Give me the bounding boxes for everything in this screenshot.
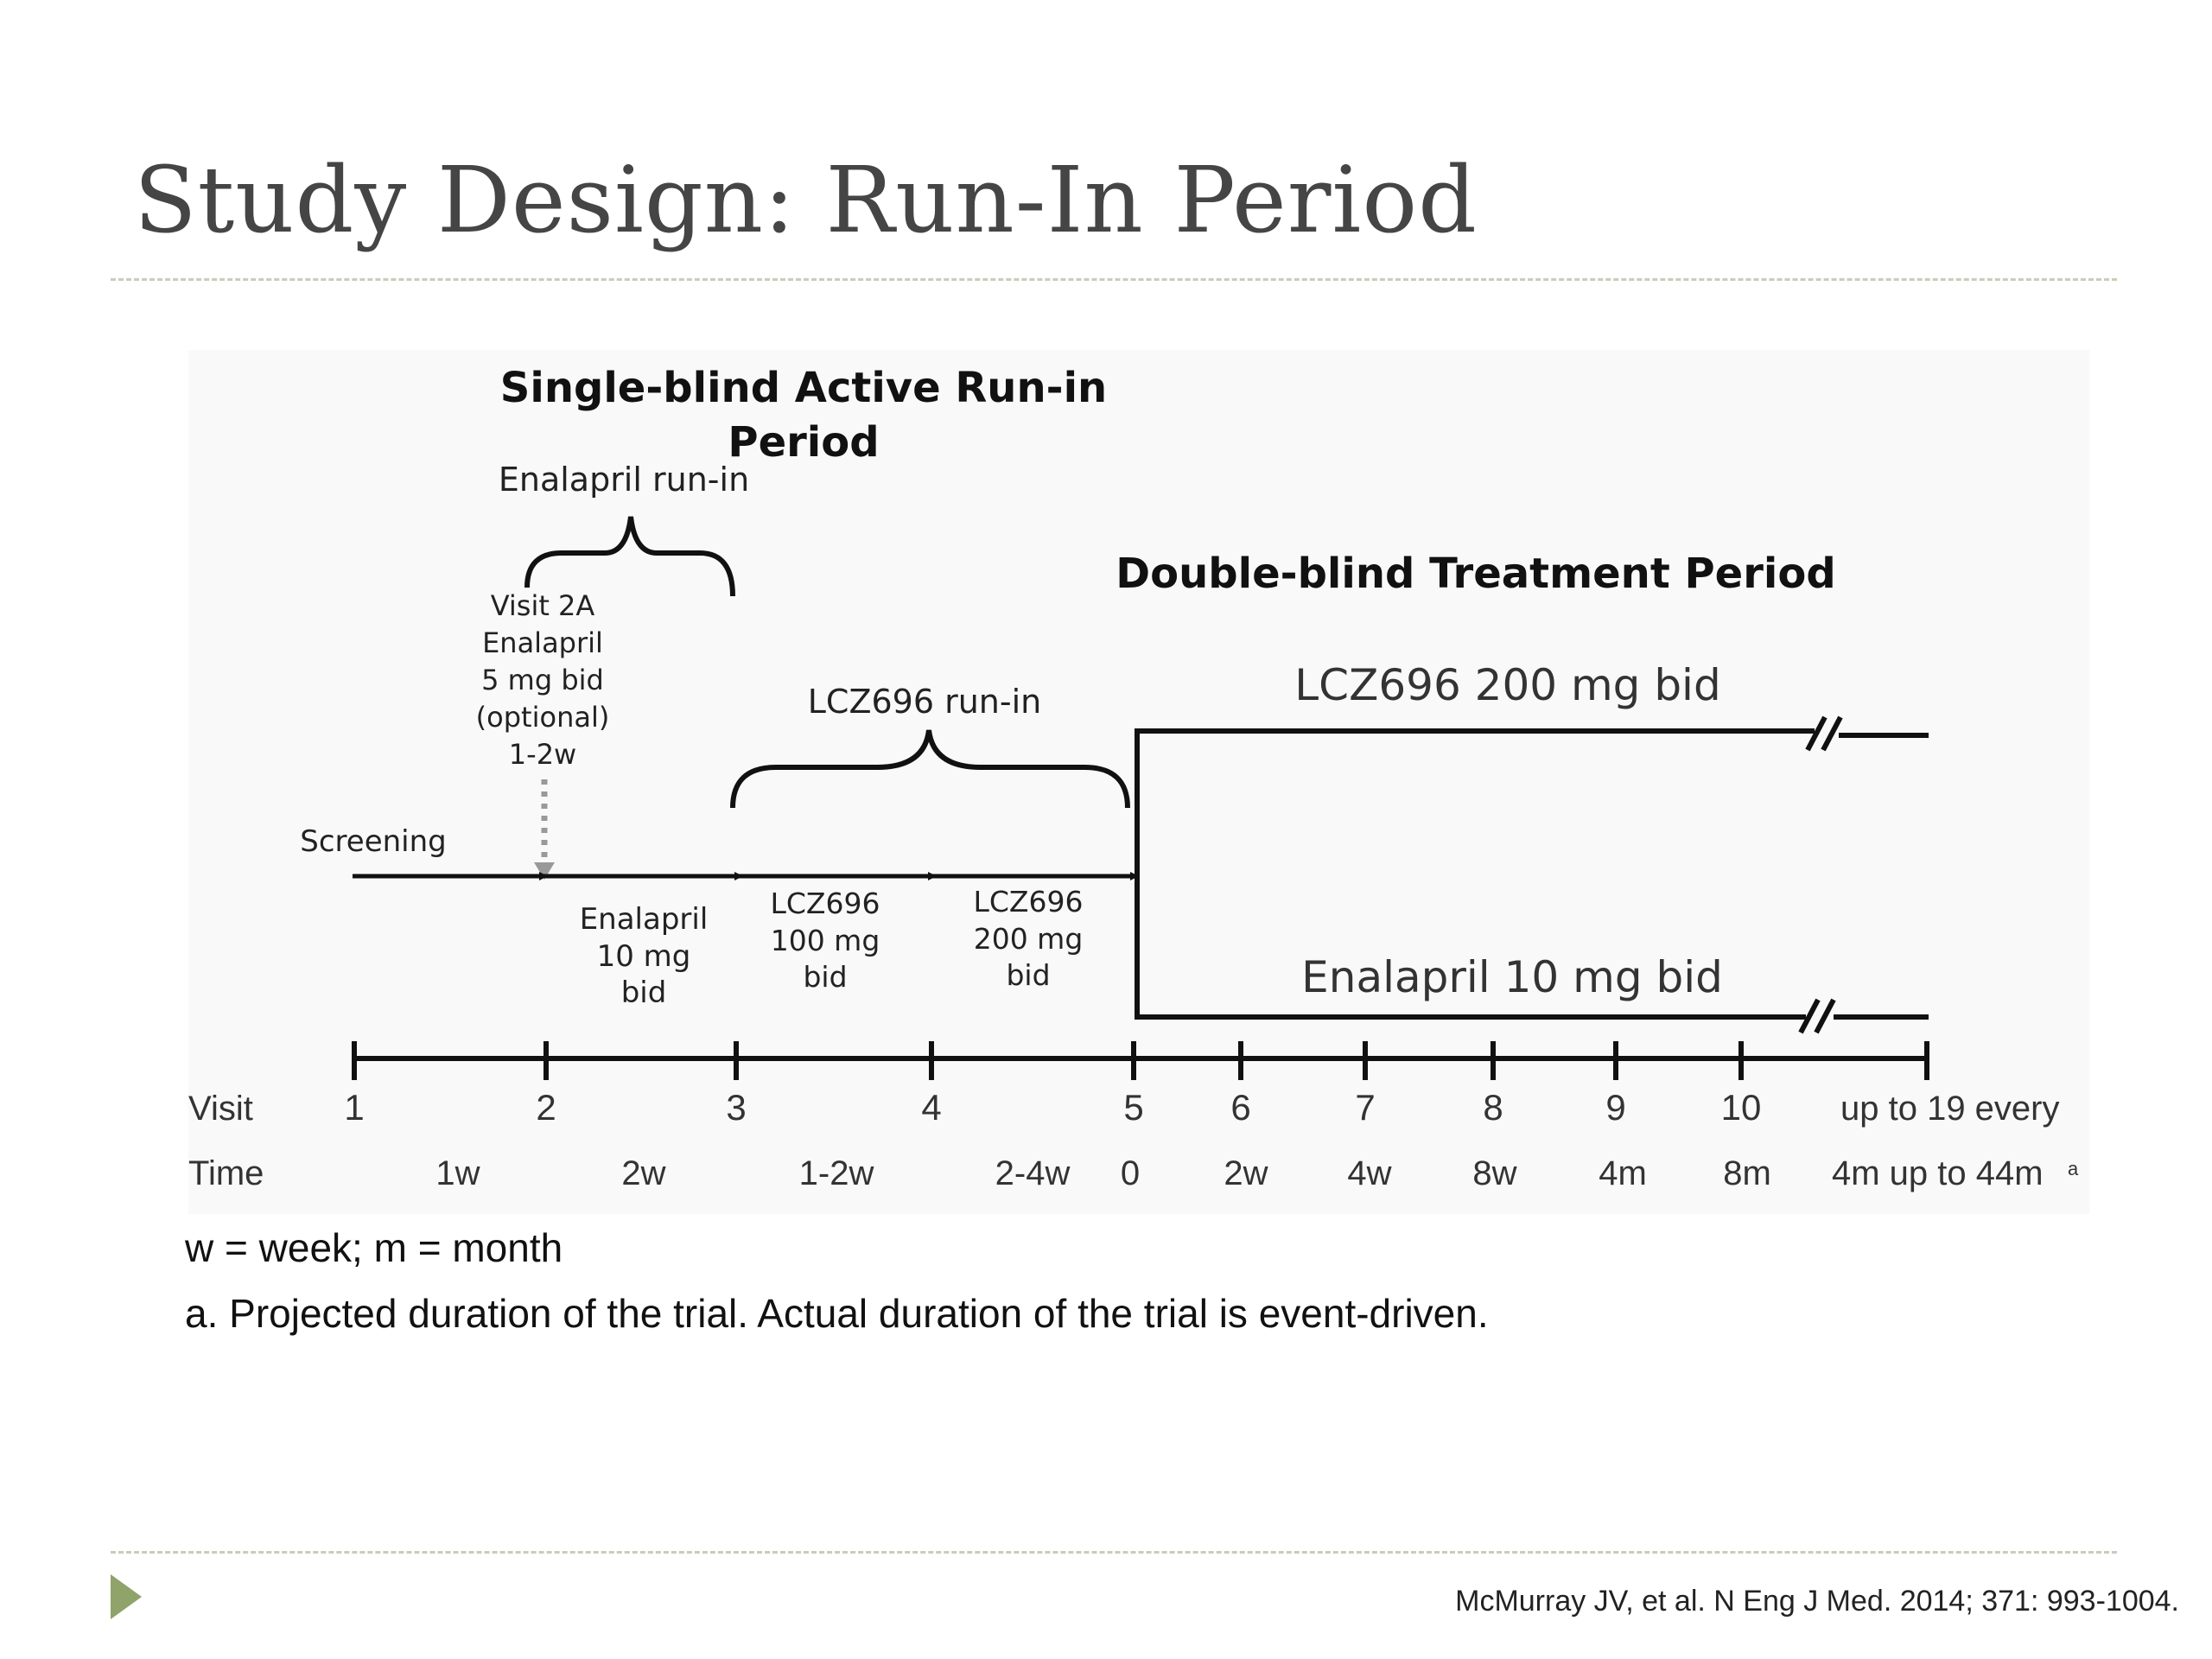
phase-enalapril10-line2: 10 mg bbox=[597, 939, 691, 974]
time-1-2w: 1-2w bbox=[799, 1154, 874, 1192]
visit-7: 7 bbox=[1355, 1087, 1375, 1128]
phase-enalapril10-line3: bid bbox=[621, 976, 667, 1010]
phase-lcz200-line2: 200 mg bbox=[974, 922, 1084, 956]
time-footnote-mark: a bbox=[2068, 1158, 2079, 1179]
enalapril-runin-brace bbox=[524, 516, 735, 597]
lcz-arm-break-2 bbox=[1821, 715, 1843, 752]
time-8w: 8w bbox=[1472, 1154, 1516, 1192]
visit-up-to-19: up to 19 every bbox=[1840, 1090, 2060, 1128]
lcz-arm-label: LCZ696 200 mg bid bbox=[1294, 660, 1720, 710]
lcz-arm-break-1 bbox=[1805, 715, 1827, 752]
phase-lcz100-line1: LCZ696 bbox=[770, 887, 880, 920]
visit-6: 6 bbox=[1230, 1087, 1250, 1128]
lcz-runin-brace bbox=[730, 729, 1130, 809]
visit-8: 8 bbox=[1483, 1087, 1503, 1128]
visit2a-line1: Visit 2A bbox=[491, 589, 595, 622]
lcz-runin-label: LCZ696 run-in bbox=[808, 683, 1042, 721]
time-1w: 1w bbox=[435, 1154, 480, 1192]
duration-footnote: a. Projected duration of the trial. Actu… bbox=[185, 1291, 1489, 1336]
visit2a-line3: 5 mg bid bbox=[481, 664, 604, 696]
single-blind-heading-line1: Single-blind Active Run-in bbox=[500, 364, 1107, 412]
slide-bullet-icon bbox=[111, 1574, 142, 1619]
time-4m: 4m bbox=[1599, 1154, 1647, 1192]
enalapril-arm-break-2 bbox=[1814, 998, 1836, 1034]
enalapril-arm-break-1 bbox=[1798, 998, 1821, 1034]
time-2w-a: 2w bbox=[621, 1154, 665, 1192]
footer-divider bbox=[111, 1551, 2117, 1554]
single-blind-heading-line2: Period bbox=[728, 418, 879, 467]
time-4w: 4w bbox=[1347, 1154, 1391, 1192]
visit2a-line4: (optional) bbox=[476, 701, 610, 734]
screening-label: Screening bbox=[300, 824, 446, 859]
citation: McMurray JV, et al. N Eng J Med. 2014; 3… bbox=[1455, 1585, 2179, 1618]
phase-enalapril10-line1: Enalapril bbox=[580, 902, 709, 937]
visit-9: 9 bbox=[1605, 1087, 1625, 1128]
time-4m-up-to-44m: 4m up to 44m bbox=[1832, 1154, 2044, 1192]
visit-4: 4 bbox=[921, 1087, 941, 1128]
timeline-ticks bbox=[352, 1041, 1929, 1080]
phase-lcz100-line3: bid bbox=[803, 960, 847, 994]
visit2a-arrowhead bbox=[534, 862, 555, 880]
visit2a-line5: 1-2w bbox=[509, 738, 576, 771]
visit-10: 10 bbox=[1721, 1087, 1762, 1128]
enalapril-arm-label: Enalapril 10 mg bid bbox=[1301, 952, 1723, 1002]
time-8m: 8m bbox=[1723, 1154, 1771, 1192]
title-divider bbox=[111, 278, 2117, 281]
visit-3: 3 bbox=[726, 1087, 746, 1128]
visit-row-label: Visit bbox=[188, 1090, 253, 1128]
abbreviation-note: w = week; m = month bbox=[185, 1225, 563, 1270]
phase-lcz200-line3: bid bbox=[1006, 958, 1050, 992]
visit-1: 1 bbox=[344, 1087, 364, 1128]
visit-2: 2 bbox=[536, 1087, 556, 1128]
time-row-label: Time bbox=[188, 1154, 264, 1192]
visit-5: 5 bbox=[1123, 1087, 1143, 1128]
time-0: 0 bbox=[1121, 1154, 1140, 1192]
phase-lcz100-line2: 100 mg bbox=[771, 924, 880, 957]
visit2a-line2: Enalapril bbox=[482, 626, 603, 659]
time-2w-b: 2w bbox=[1224, 1154, 1268, 1192]
slide-title: Study Design: Run-In Period bbox=[134, 147, 1478, 253]
phase-lcz200-line1: LCZ696 bbox=[973, 885, 1083, 918]
time-2-4w: 2-4w bbox=[995, 1154, 1071, 1192]
double-blind-heading: Double-blind Treatment Period bbox=[1116, 550, 1835, 598]
enalapril-runin-label: Enalapril run-in bbox=[499, 461, 749, 499]
